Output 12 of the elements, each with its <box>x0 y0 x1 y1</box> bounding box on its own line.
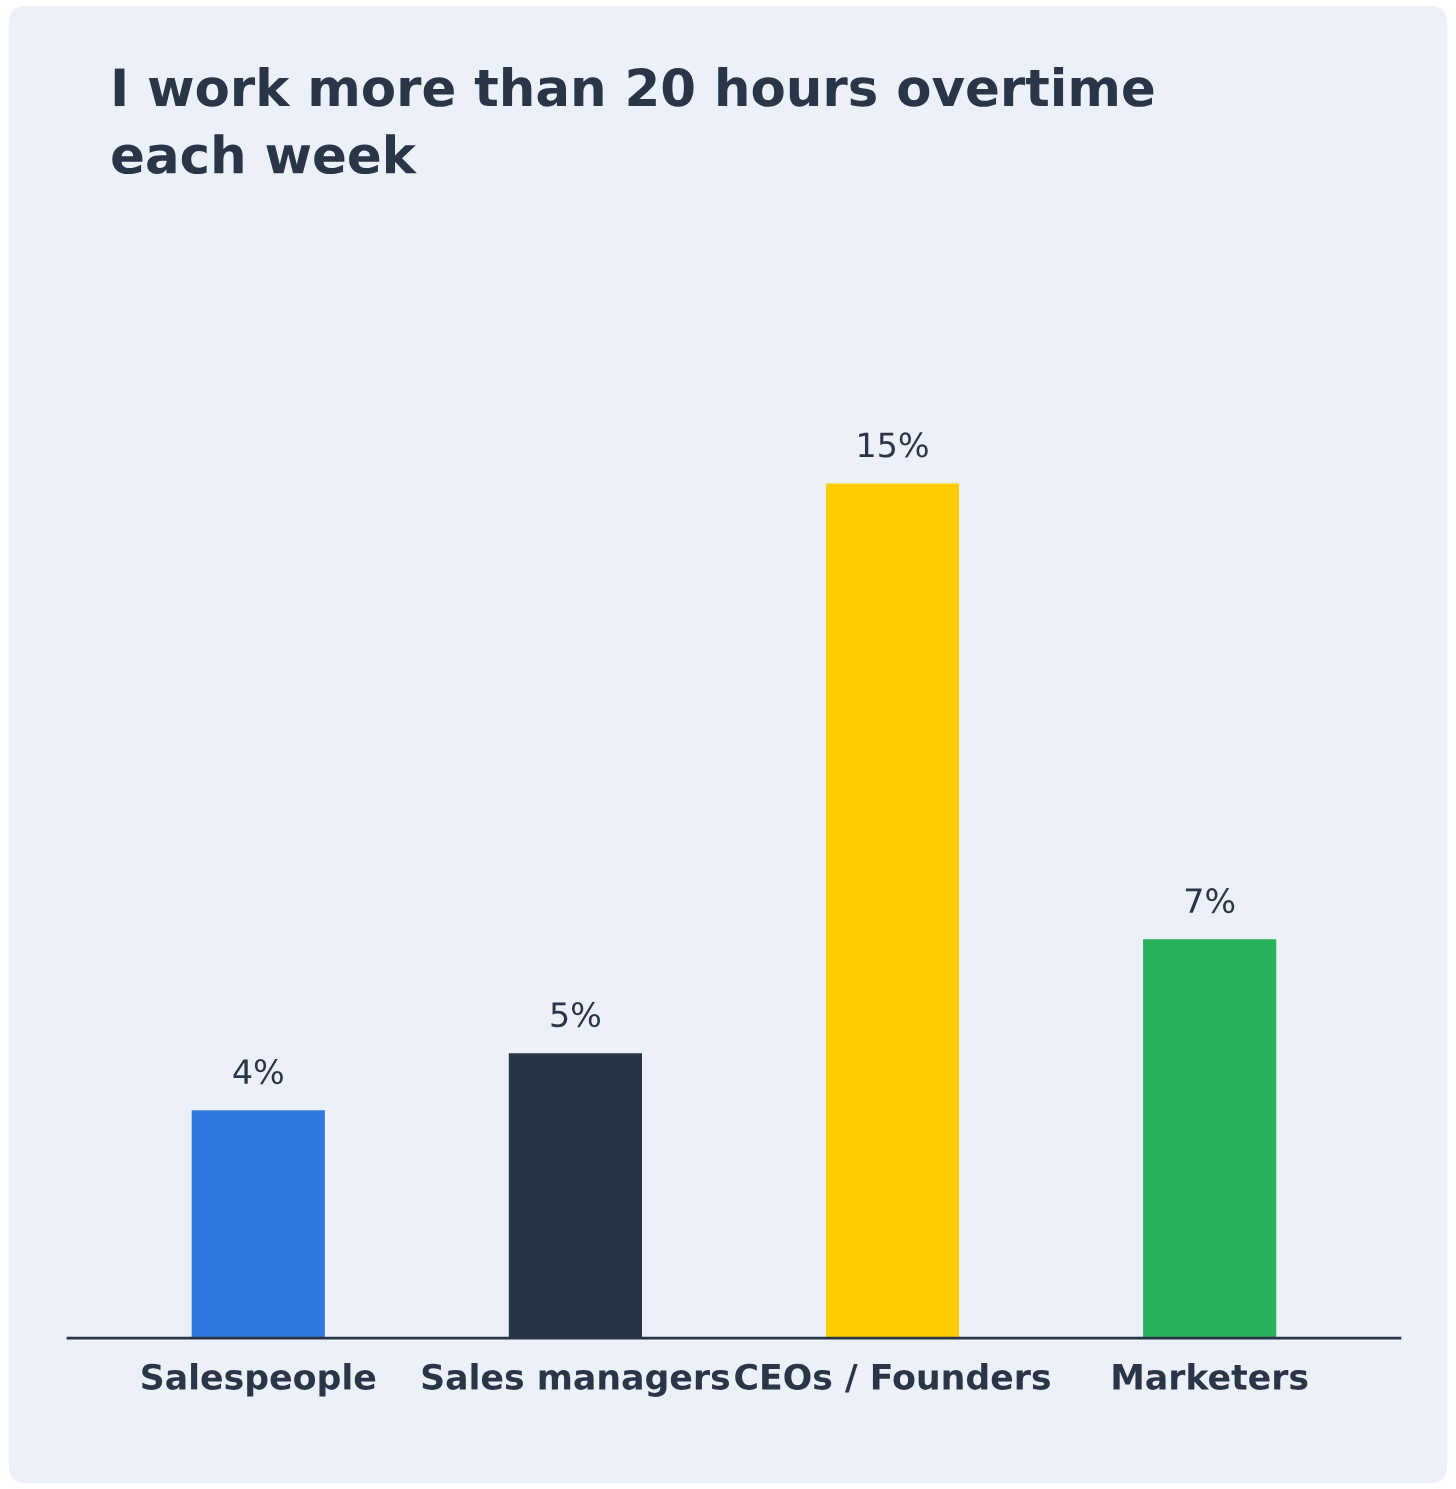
x-tick-label: CEOs / Founders <box>735 1363 1050 1393</box>
x-tick-label: Salespeople <box>142 1363 376 1397</box>
data-label: 5% <box>551 1002 601 1028</box>
bar <box>1143 939 1277 1339</box>
bar <box>825 483 960 1339</box>
x-tick-label: Marketers <box>1113 1363 1308 1390</box>
data-label: 7% <box>1185 888 1235 914</box>
chart-title: I work more than 20 hours overtime each week <box>112 67 1154 175</box>
x-tick-label: Sales managers <box>422 1363 730 1397</box>
data-label: 15% <box>859 432 928 458</box>
data-label: 4% <box>233 1059 283 1085</box>
bar <box>191 1110 325 1339</box>
